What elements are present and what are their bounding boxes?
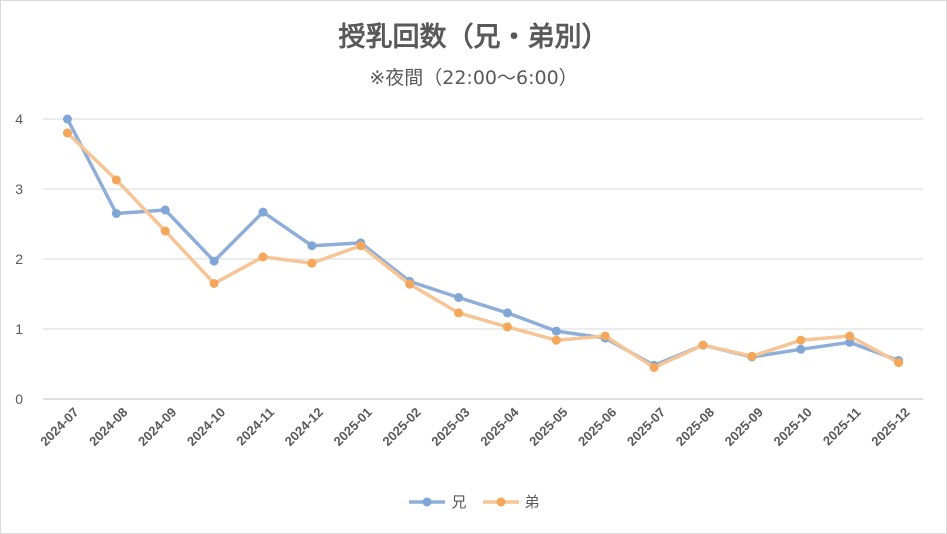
data-point	[209, 279, 219, 288]
data-point	[62, 114, 72, 124]
data-point	[845, 337, 855, 347]
x-tick-label: 2025-07	[624, 405, 668, 449]
data-point	[258, 207, 268, 217]
series-line-1	[65, 117, 901, 368]
data-point	[845, 331, 855, 341]
legend-marker	[496, 497, 505, 506]
x-tick-label: 2024-07	[37, 405, 81, 449]
x-tick-label: 2025-09	[722, 405, 766, 449]
y-tick-label: 1	[15, 321, 23, 337]
chart-subtitle: ※夜間（22:00～6:00）	[369, 67, 578, 89]
data-point	[111, 175, 121, 185]
data-point	[454, 308, 464, 318]
data-point	[160, 226, 170, 236]
data-point	[405, 279, 415, 289]
x-tick-label: 2025-06	[575, 405, 619, 449]
data-point	[454, 293, 464, 302]
data-point	[307, 241, 317, 251]
x-tick-label: 2025-01	[331, 405, 375, 449]
legend-marker	[422, 497, 432, 506]
y-tick-label: 4	[15, 111, 23, 127]
data-point	[209, 256, 219, 266]
data-point	[551, 326, 561, 336]
legend-swatch	[409, 497, 446, 506]
x-tick-label: 2024-08	[86, 405, 130, 449]
data-point	[111, 209, 121, 218]
data-point	[307, 258, 317, 268]
x-tick-label: 2024-10	[184, 405, 228, 449]
x-tick-label: 2025-05	[526, 405, 570, 449]
legend-label: 兄	[451, 493, 467, 511]
x-tick-label: 2025-03	[428, 405, 472, 449]
legend: 兄弟	[1, 491, 946, 512]
data-point	[502, 308, 512, 318]
data-point	[62, 128, 72, 138]
data-point	[551, 335, 561, 345]
data-point	[258, 252, 268, 262]
legend-item: 弟	[481, 491, 540, 512]
y-tick-label: 0	[15, 391, 23, 407]
legend-item: 兄	[407, 491, 467, 512]
x-tick-label: 2025-10	[771, 405, 815, 449]
data-point	[502, 322, 512, 332]
data-point	[894, 358, 904, 368]
data-point	[600, 331, 610, 341]
legend-swatch	[482, 497, 519, 506]
data-point	[356, 241, 366, 251]
x-tick-label: 2024-12	[282, 405, 326, 449]
x-tick-label: 2024-09	[135, 405, 179, 449]
x-tick-label: 2025-04	[477, 404, 522, 449]
legend-label: 弟	[524, 493, 540, 511]
data-point	[747, 351, 757, 361]
x-tick-label: 2025-11	[820, 405, 864, 449]
x-tick-label: 2025-02	[379, 405, 423, 449]
y-tick-label: 2	[15, 251, 23, 267]
data-point	[649, 363, 659, 372]
x-tick-label: 2025-12	[868, 405, 912, 449]
data-point	[796, 344, 806, 354]
x-tick-label: 2024-11	[233, 405, 277, 449]
data-point	[698, 340, 708, 350]
data-point	[796, 335, 806, 345]
chart-title: 授乳回数（兄・弟別）	[338, 22, 609, 53]
x-tick-label: 2025-08	[673, 405, 717, 449]
series-line-2	[65, 131, 901, 370]
y-tick-label: 3	[15, 181, 23, 197]
data-point	[160, 205, 170, 215]
